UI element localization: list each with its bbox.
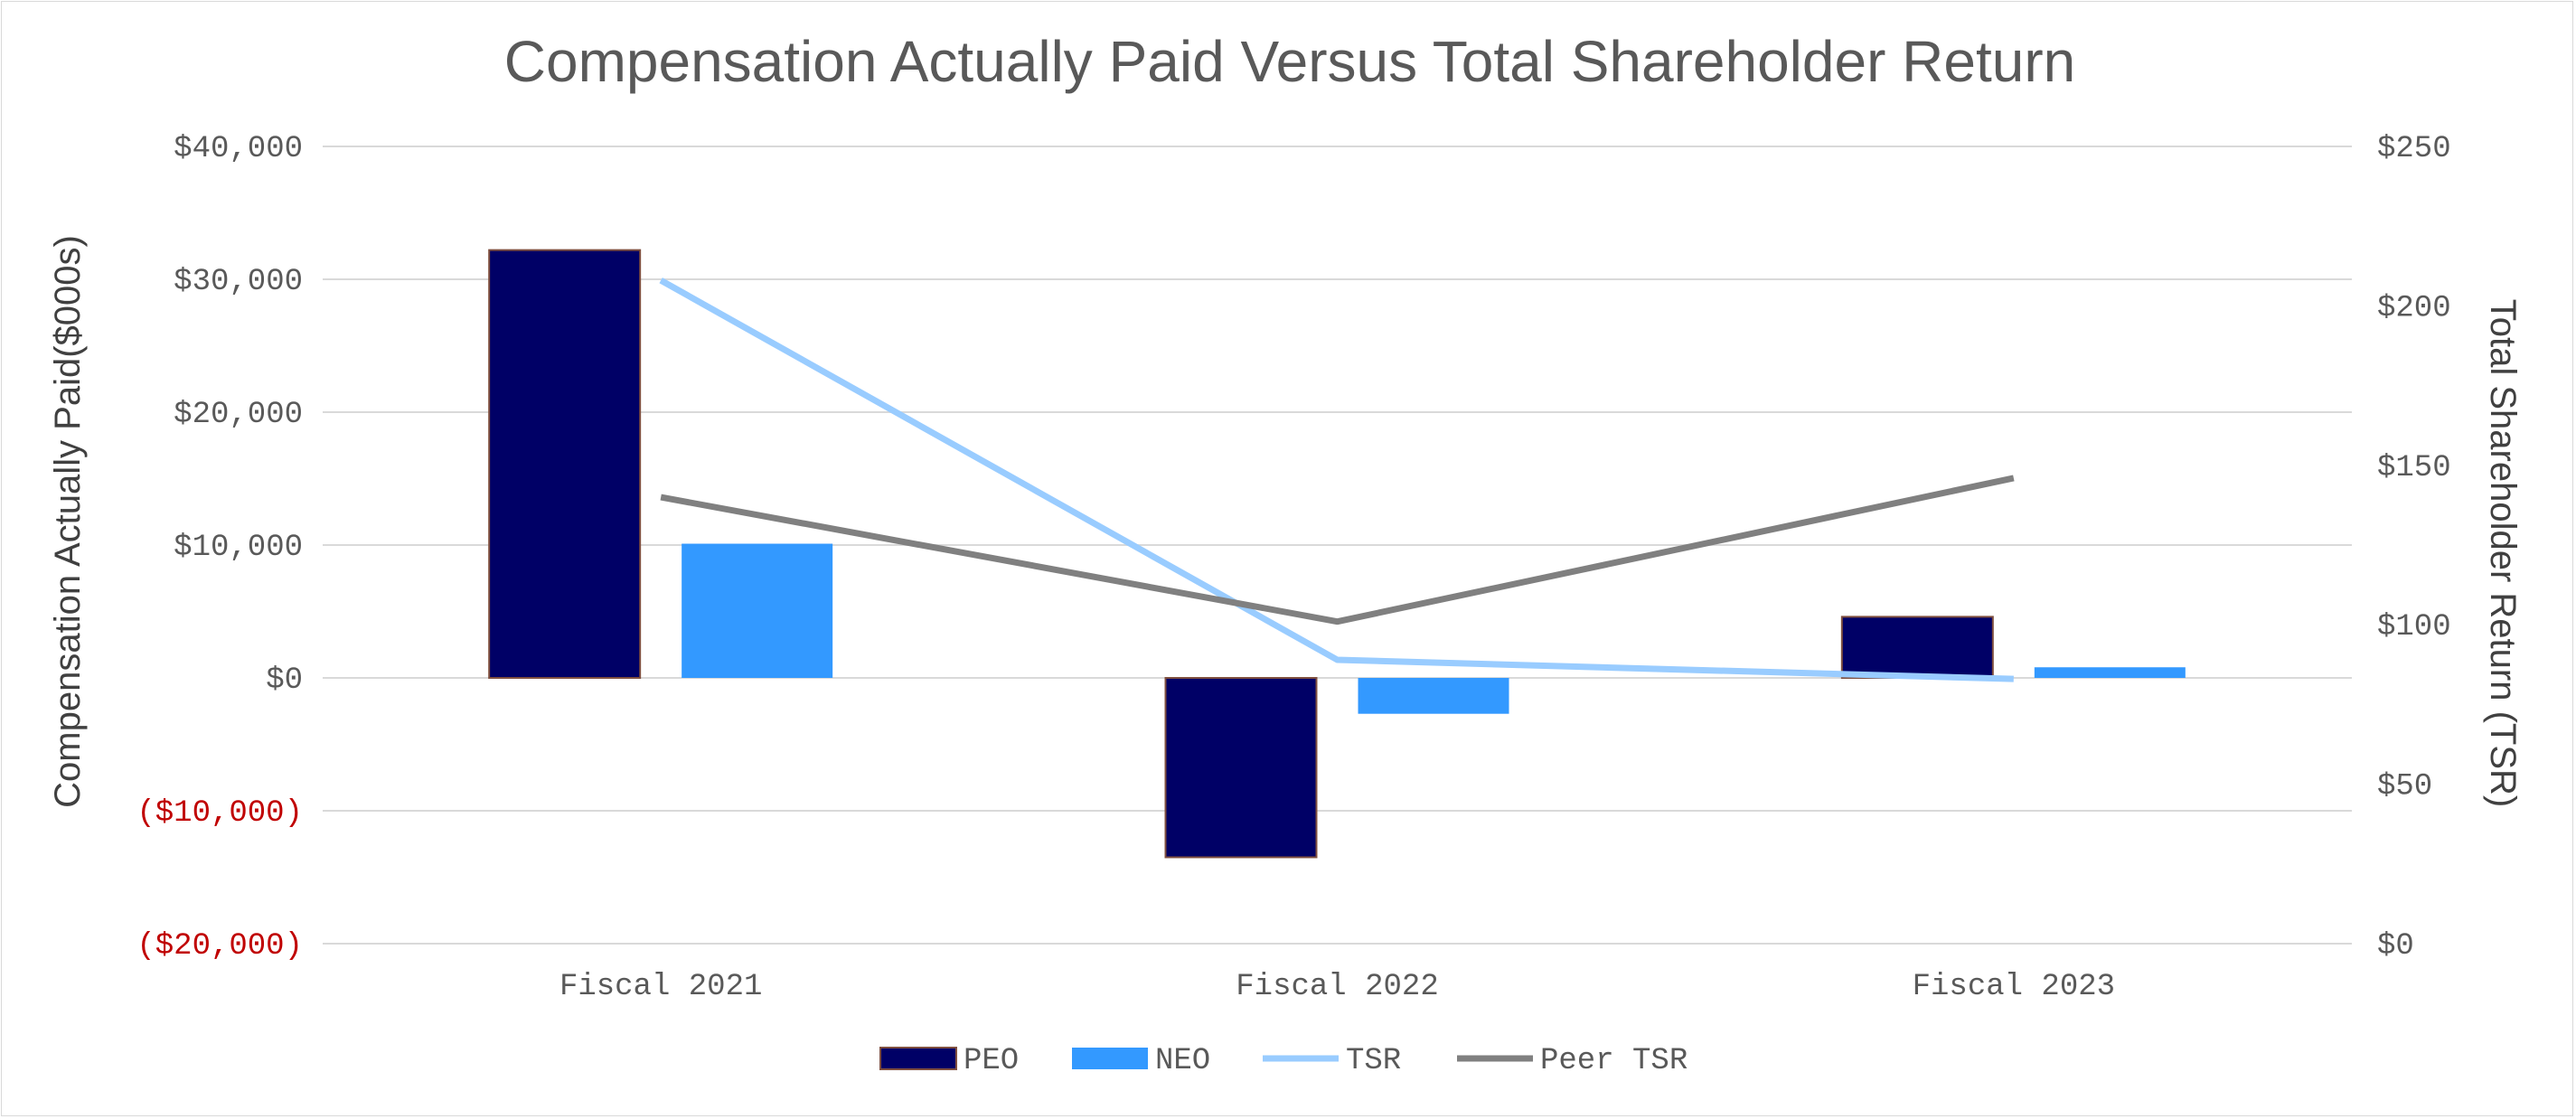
bar-peo	[1164, 677, 1318, 859]
y2-tick-label: $50	[2377, 770, 2432, 804]
lines	[659, 277, 2015, 682]
y2-tick-label: $200	[2377, 291, 2451, 325]
legend: PEO NEO TSR Peer TSR	[879, 1044, 1688, 1078]
y-tick-label: $40,000	[174, 132, 303, 166]
legend-label-peer-tsr: Peer TSR	[1540, 1044, 1688, 1078]
legend-label-neo: NEO	[1155, 1044, 1210, 1078]
y-tick-label: $10,000	[174, 531, 303, 565]
legend-swatch-neo	[1072, 1048, 1148, 1069]
bar-neo	[2034, 667, 2186, 678]
x-tick-label: Fiscal 2023	[1913, 970, 2115, 1004]
gridlines	[323, 146, 2352, 945]
line-tsr	[659, 277, 2014, 682]
tick-labels: $40,000 $30,000 $20,000 $10,000 $0 ($10,000) (…	[136, 132, 2450, 1004]
x-tick-label: Fiscal 2022	[1236, 970, 1438, 1004]
bar-neo	[1358, 678, 1509, 714]
y-tick-label: ($10,000)	[136, 796, 303, 831]
y2-tick-label: $250	[2377, 132, 2451, 166]
bars	[488, 249, 2186, 859]
y-tick-label: $30,000	[174, 265, 303, 299]
legend-swatch-peo	[879, 1047, 957, 1070]
y2-tick-label: $100	[2377, 610, 2451, 644]
bar-peo	[1840, 616, 1994, 680]
y2-tick-label: $0	[2377, 929, 2414, 964]
bar-peo	[488, 249, 642, 679]
y-axis-title: Compensation Actually Paid($000s)	[48, 235, 88, 808]
legend-label-peo: PEO	[964, 1044, 1019, 1078]
x-tick-label: Fiscal 2021	[559, 970, 762, 1004]
y2-tick-label: $150	[2377, 451, 2451, 485]
bar-neo	[682, 543, 833, 678]
y-tick-label: $0	[266, 663, 303, 698]
chart-title: Compensation Actually Paid Versus Total …	[504, 29, 2076, 94]
y-tick-label: ($20,000)	[136, 929, 303, 964]
legend-label-tsr: TSR	[1346, 1044, 1401, 1078]
y-tick-label: $20,000	[174, 398, 303, 432]
line-peer-tsr	[660, 475, 2015, 625]
y2-axis-title: Total Shareholder Return (TSR)	[2483, 299, 2523, 807]
